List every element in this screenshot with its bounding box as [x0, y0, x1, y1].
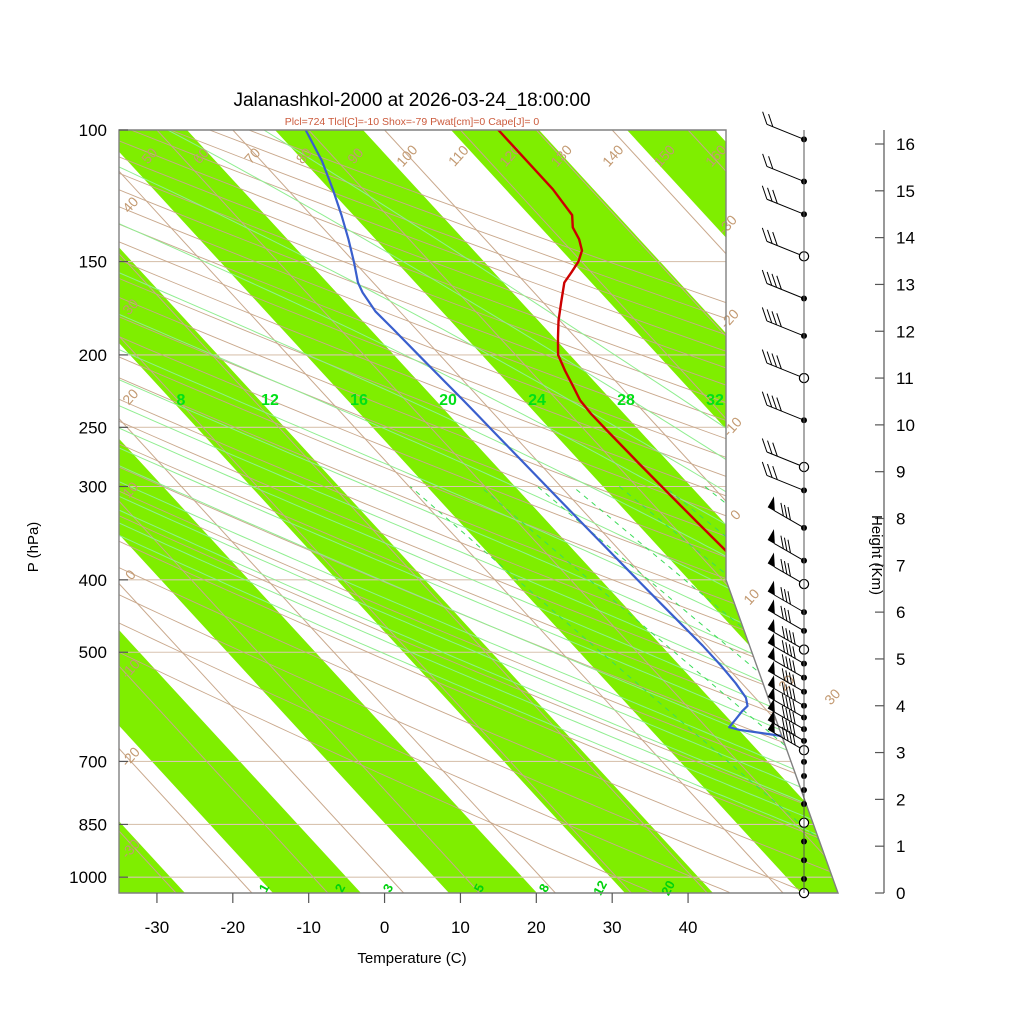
- temperature-axis-label: Temperature (C): [357, 950, 466, 967]
- pressure-tick-label: 1000: [69, 868, 107, 887]
- height-tick-label: 7: [896, 556, 905, 575]
- pressure-tick-label: 200: [79, 346, 107, 365]
- height-tick-label: 2: [896, 790, 905, 809]
- temperature-profile-line: [497, 130, 838, 770]
- plot-frame: [118, 129, 839, 894]
- wind-barb: [761, 185, 805, 215]
- height-tick-label: 12: [896, 322, 915, 341]
- height-tick-label: 10: [896, 416, 915, 435]
- temperature-tick-label: -10: [296, 918, 321, 937]
- moist-adiabat-lines: [119, 130, 838, 878]
- temperature-tick-label: 10: [451, 918, 470, 937]
- temperature-tick-label: 40: [679, 918, 698, 937]
- height-tick-label: 8: [896, 510, 905, 529]
- pressure-tick-label: 850: [79, 815, 107, 834]
- moist-adiabat-value-labels: 8 12 16 20 24 28 32: [177, 392, 724, 409]
- height-tick-label: 16: [896, 135, 915, 154]
- height-tick-label: 6: [896, 603, 905, 622]
- height-tick-label: 5: [896, 650, 905, 669]
- wind-barb: [767, 661, 805, 693]
- wind-barb: [761, 391, 805, 421]
- wind-barb: [762, 153, 805, 182]
- wind-barb: [761, 461, 805, 491]
- wind-barb: [761, 269, 805, 299]
- wind-barb: [761, 438, 805, 468]
- temperature-tick-label: 20: [527, 918, 546, 937]
- isobar-lines: [119, 130, 835, 878]
- temperature-axis-ticks: -30 -20 -10 0 10 20 30 40: [145, 893, 698, 937]
- pressure-tick-label: 150: [79, 253, 107, 272]
- height-tick-label: 13: [896, 275, 915, 294]
- moist-adiabat-label: 32: [706, 392, 724, 409]
- height-tick-label: 1: [896, 837, 905, 856]
- temperature-tick-label: 0: [380, 918, 389, 937]
- moist-adiabat-label: 24: [528, 392, 546, 409]
- pressure-tick-label: 100: [79, 121, 107, 140]
- pressure-tick-label: 250: [79, 418, 107, 437]
- page-title: Jalanashkol-2000 at 2026-03-24_18:00:00: [233, 90, 590, 111]
- wind-barb: [767, 619, 805, 651]
- wind-barb: [767, 529, 805, 562]
- temperature-tick-label: 30: [603, 918, 622, 937]
- height-tick-label: 0: [896, 884, 905, 903]
- wind-barb: [767, 647, 805, 679]
- moist-adiabat-label: 8: [177, 392, 186, 409]
- height-tick-label: 4: [896, 697, 905, 716]
- pressure-tick-label: 400: [79, 571, 107, 590]
- height-tick-label: 11: [896, 369, 914, 388]
- wind-barb: [767, 580, 805, 613]
- moist-adiabat-label: 20: [439, 392, 457, 409]
- wind-barb: [767, 675, 805, 707]
- temperature-tick-label: -30: [145, 918, 170, 937]
- height-axis-label: Height (Km): [868, 515, 885, 595]
- dewpoint-profile-line: [304, 130, 838, 770]
- height-tick-label: 15: [896, 182, 915, 201]
- moist-adiabat-label: 12: [261, 392, 279, 409]
- wind-barb: [762, 111, 805, 140]
- wind-barb: [767, 686, 805, 718]
- temperature-tick-label: -20: [221, 918, 246, 937]
- wind-barb: [761, 349, 805, 379]
- pressure-axis-ticks: 100 150 200 250 300 400 500 700 850 1000: [69, 121, 128, 887]
- pressure-tick-label: 500: [79, 643, 107, 662]
- height-tick-label: 9: [896, 463, 905, 482]
- sounding-indices-subtitle: Plcl=724 Tlcl[C]=-10 Shox=-79 Pwat[cm]=0…: [285, 116, 540, 128]
- wind-barb: [767, 719, 805, 751]
- moist-adiabat-label: 16: [350, 392, 368, 409]
- wind-barb: [761, 307, 805, 337]
- wind-barb: [767, 552, 805, 585]
- moist-adiabat-label: 28: [617, 392, 635, 409]
- pressure-tick-label: 700: [79, 752, 107, 771]
- wind-barb: [767, 496, 805, 529]
- pressure-tick-label: 300: [79, 477, 107, 496]
- wind-barb: [761, 227, 805, 257]
- height-tick-label: 14: [896, 229, 915, 248]
- wind-barb: [767, 710, 805, 742]
- wind-barb: [767, 633, 805, 665]
- height-tick-label: 3: [896, 744, 905, 763]
- pressure-axis-label: P (hPa): [25, 522, 42, 573]
- wind-barb: [767, 599, 805, 632]
- wind-barb: [767, 698, 805, 730]
